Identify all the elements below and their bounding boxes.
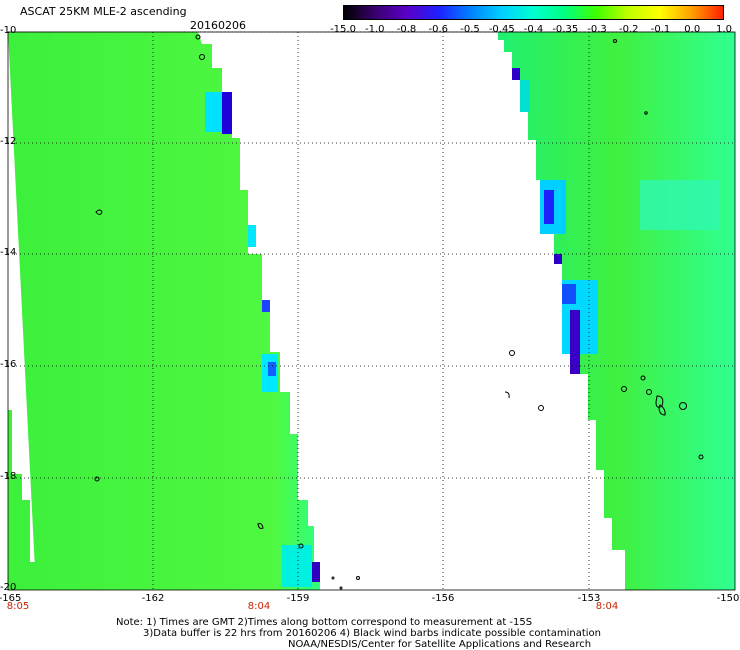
colorbar-tick-label: -0.4 [523,24,544,35]
colorbar-tick-label: -15.0 [330,24,356,35]
colorbar-tick-label: -0.3 [587,24,607,35]
grid-lines [8,31,735,590]
colorbar-tick-label: -0.8 [396,24,417,35]
right-edge-violet-3 [570,310,580,374]
lat-label: -10 [0,25,17,36]
lat-label: -18 [0,471,17,482]
time-label: 8:04 [595,601,619,612]
left-edge-blue-2 [268,362,276,376]
note-line: 3)Data buffer is 22 hrs from 20160206 4)… [143,628,601,639]
left-edge-cyan [205,92,223,132]
right-edge-cyan-1 [520,80,530,112]
time-label: 8:04 [247,601,271,612]
left-edge-blue-3 [262,300,270,312]
note-line: Note: 1) Times are GMT 2)Times along bot… [116,617,533,628]
lon-label: -162 [141,593,165,604]
lon-label: -153 [577,593,601,604]
lon-label: -150 [716,593,740,604]
map-frame [7,31,736,591]
colorbar [343,5,724,20]
right-swath [498,32,735,590]
colorbar-labels: -15.0 -1.0 -0.8 -0.6 -0.5 -0.45 -0.4 -0.35 -0.3-… [330,24,733,38]
lon-label: -159 [286,593,310,604]
right-edge-blue-1 [512,68,520,80]
colorbar-tick-label: 1.0 [716,24,732,35]
colorbar-tick-label: -0.6 [428,24,449,35]
map-date: 20160206 [190,19,246,32]
lat-label: -16 [0,359,17,370]
colorbar-tick-label: -1.0 [364,24,385,35]
right-edge-cyan-4 [640,180,720,230]
map-title: ASCAT 25KM MLE-2 ascending [20,5,187,18]
lat-label: -12 [0,136,17,147]
colorbar-tick-label: -0.35 [552,24,579,35]
island-outlines [94,34,704,590]
left-edge-violet [312,562,320,582]
colorbar-tick-label: -0.2 [618,24,639,35]
lon-label: -165 [0,593,22,604]
colorbar-tick-label: -0.5 [460,24,480,35]
left-edge-cyan-4 [248,225,256,247]
lon-label: -156 [431,593,455,604]
right-edge-blue-2 [544,190,554,224]
lat-label: -20 [0,582,17,593]
left-edge-blue [222,92,232,134]
left-swath [8,32,320,590]
colorbar-tick-label: 0.0 [684,24,701,35]
right-edge-violet-2 [554,254,562,264]
colorbar-tick-label: -0.1 [650,24,671,35]
colorbar-tick-label: -0.45 [488,24,515,35]
right-edge-blue-3 [562,284,576,304]
lat-label: -14 [0,247,17,258]
note-line: NOAA/NESDIS/Center for Satellite Applica… [288,639,592,650]
time-label: 8:05 [6,601,30,612]
left-edge-cyan-3 [282,545,312,587]
